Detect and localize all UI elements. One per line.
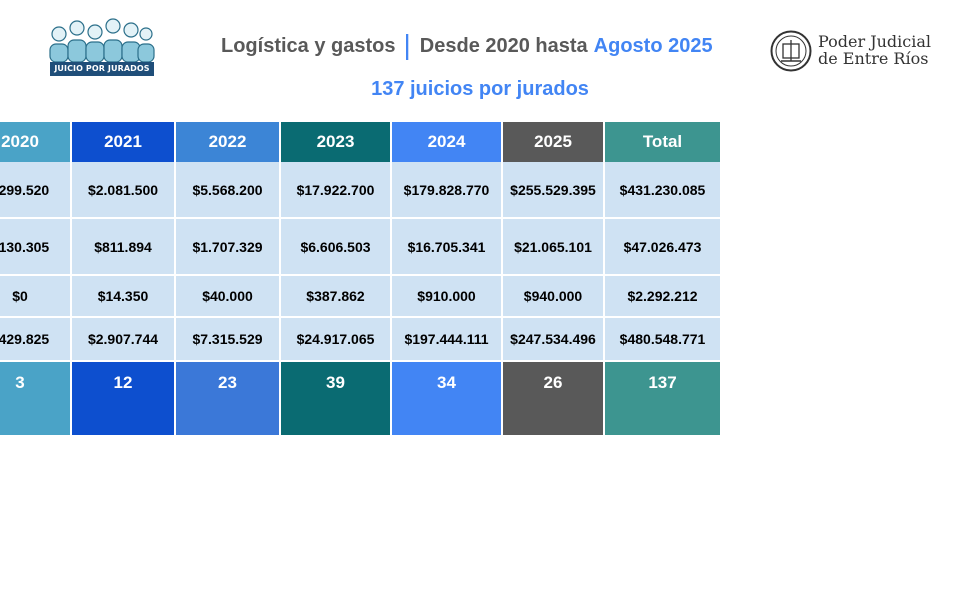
- title-accent: Agosto 2025: [593, 34, 713, 57]
- count-cell: 26: [503, 362, 603, 435]
- table-cell: $1.707.329: [176, 219, 279, 276]
- title-range: Desde 2020 hasta: [419, 34, 588, 57]
- table-cell: $6.606.503: [281, 219, 390, 276]
- table-cell: $429.825: [0, 318, 70, 362]
- page-title: Logística y gastos | Desde 2020 hasta Ag…: [221, 31, 713, 61]
- table-row: $0 $14.350 $40.000 $387.862 $910.000 $94…: [0, 276, 720, 318]
- logo-banner-text: JUICIO POR JURADOS: [50, 62, 154, 76]
- table-cell: $47.026.473: [605, 219, 720, 276]
- table-cell: $2.907.744: [72, 318, 174, 362]
- count-cell: 12: [72, 362, 174, 435]
- table-cell: $130.305: [0, 219, 70, 276]
- page-subtitle: 137 juicios por jurados: [371, 78, 589, 100]
- juicio-por-jurados-logo: JUICIO POR JURADOS: [48, 14, 156, 76]
- poder-judicial-name: Poder Judicial de Entre Ríos: [818, 33, 931, 67]
- count-cell: 23: [176, 362, 279, 435]
- table-cell: $7.315.529: [176, 318, 279, 362]
- header-cell-2021: 2021: [72, 122, 174, 162]
- count-cell: 39: [281, 362, 390, 435]
- table-cell: $0: [0, 276, 70, 318]
- table-cell: $480.548.771: [605, 318, 720, 362]
- count-cell: 3: [0, 362, 70, 435]
- count-cell: 34: [392, 362, 501, 435]
- header-cell-2023: 2023: [281, 122, 390, 162]
- table-cell: $431.230.085: [605, 162, 720, 219]
- table-row: $299.520 $2.081.500 $5.568.200 $17.922.7…: [0, 162, 720, 219]
- table-cell: $14.350: [72, 276, 174, 318]
- title-main: Logística y gastos: [221, 34, 396, 57]
- table-cell: $2.081.500: [72, 162, 174, 219]
- expenses-table: 2020 2021 2022 2023 2024 2025 Total $299…: [0, 122, 722, 435]
- table-cell: $247.534.496: [503, 318, 603, 362]
- table-count-row: 3 12 23 39 34 26 137: [0, 362, 720, 435]
- header-cell-2024: 2024: [392, 122, 501, 162]
- name-line1: Poder Judicial: [818, 32, 932, 51]
- table-cell: $17.922.700: [281, 162, 390, 219]
- header-cell-total: Total: [605, 122, 720, 162]
- name-line2: de Entre Ríos: [818, 49, 929, 68]
- poder-judicial-logo: Poder Judicial de Entre Ríos: [770, 30, 931, 72]
- table-cell: $40.000: [176, 276, 279, 318]
- table-row: $429.825 $2.907.744 $7.315.529 $24.917.0…: [0, 318, 720, 362]
- table-cell: $255.529.395: [503, 162, 603, 219]
- table-row: $130.305 $811.894 $1.707.329 $6.606.503 …: [0, 219, 720, 276]
- table-cell: $2.292.212: [605, 276, 720, 318]
- count-cell-total: 137: [605, 362, 720, 435]
- table-cell: $24.917.065: [281, 318, 390, 362]
- people-group-icon: [49, 18, 155, 62]
- table-cell: $811.894: [72, 219, 174, 276]
- header-cell-2022: 2022: [176, 122, 279, 162]
- table-cell: $16.705.341: [392, 219, 501, 276]
- table-cell: $910.000: [392, 276, 501, 318]
- court-seal-icon: [770, 30, 812, 72]
- table-header-row: 2020 2021 2022 2023 2024 2025 Total: [0, 122, 720, 162]
- table-cell: $299.520: [0, 162, 70, 219]
- table-cell: $940.000: [503, 276, 603, 318]
- table-cell: $21.065.101: [503, 219, 603, 276]
- table-cell: $387.862: [281, 276, 390, 318]
- header-cell-2025: 2025: [503, 122, 603, 162]
- table-cell: $179.828.770: [392, 162, 501, 219]
- title-separator: |: [403, 29, 411, 60]
- header-cell-2020: 2020: [0, 122, 70, 162]
- table-cell: $5.568.200: [176, 162, 279, 219]
- table-cell: $197.444.111: [392, 318, 501, 362]
